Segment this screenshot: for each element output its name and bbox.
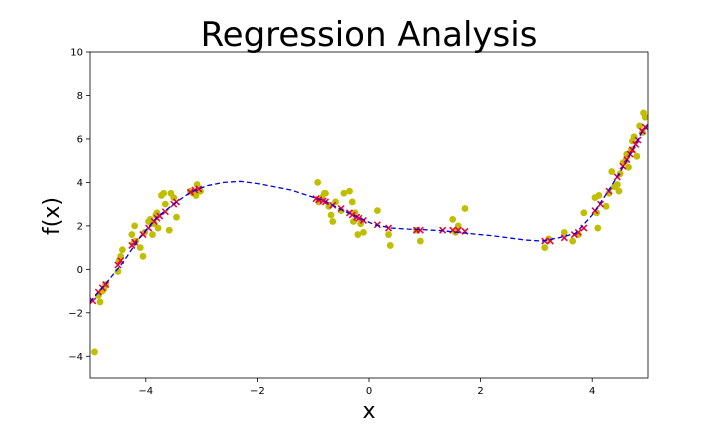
observed-point xyxy=(139,252,147,260)
observed-point xyxy=(154,224,162,232)
predicted-point xyxy=(597,200,605,208)
x-tick-label: −4 xyxy=(138,386,153,397)
predicted-point xyxy=(619,162,627,170)
observed-point xyxy=(146,215,154,223)
observed-point xyxy=(322,189,329,197)
predicted-point xyxy=(641,123,648,131)
chart-title: Regression Analysis xyxy=(201,15,538,55)
predicted-point xyxy=(114,261,122,269)
plot-area xyxy=(90,109,648,356)
predicted-point xyxy=(348,211,356,219)
observed-point xyxy=(461,205,469,212)
x-tick-label: 2 xyxy=(477,386,483,397)
observed-point xyxy=(192,192,200,199)
x-tick-label: −2 xyxy=(250,386,265,397)
predicted-point xyxy=(416,226,424,234)
observed-point xyxy=(165,226,173,234)
observed-point xyxy=(327,211,335,219)
y-tick-label: 4 xyxy=(77,178,83,189)
observed-point xyxy=(449,215,457,223)
axes: −4 −2 0 2 4 −4 −2 0 2 4 6 8 10 xyxy=(68,48,649,397)
observed-point xyxy=(96,298,104,306)
observed-point xyxy=(594,224,602,232)
observed-point xyxy=(602,202,610,210)
y-tick-label: −2 xyxy=(68,308,83,319)
observed-point xyxy=(150,220,158,228)
observed-point xyxy=(346,187,353,195)
observed-point xyxy=(128,231,136,238)
observed-point xyxy=(615,187,623,195)
predicted-point xyxy=(384,224,393,232)
y-axis-label: f(x) xyxy=(40,197,65,235)
y-tick-label: −4 xyxy=(68,352,83,363)
y-tick-label: 6 xyxy=(77,134,83,145)
predicted-point xyxy=(574,228,582,236)
observed-point xyxy=(131,222,139,230)
observed-point xyxy=(136,244,144,252)
fit-line xyxy=(90,125,648,303)
observed-point xyxy=(595,192,603,199)
observed-point xyxy=(625,163,632,171)
observed-point xyxy=(373,207,381,215)
observed-point xyxy=(360,228,367,236)
observed-point xyxy=(149,231,156,238)
observed-point xyxy=(170,194,178,202)
observed-point xyxy=(636,122,644,130)
observed-point xyxy=(385,231,392,238)
observed-point xyxy=(580,209,588,217)
observed-point xyxy=(354,231,362,238)
observed-point xyxy=(173,213,180,221)
y-tick-label: 10 xyxy=(70,48,83,59)
observed-point xyxy=(329,218,337,225)
predicted-point xyxy=(131,238,139,246)
observed-point xyxy=(314,179,322,186)
observed-point xyxy=(541,244,549,252)
plot-frame xyxy=(89,51,649,379)
y-tick-label: 0 xyxy=(77,265,83,276)
x-axis-label: x xyxy=(362,399,375,424)
observed-point xyxy=(569,237,577,245)
observed-point xyxy=(161,200,169,208)
observed-point xyxy=(633,152,641,160)
observed-point xyxy=(118,246,126,254)
observed-point xyxy=(560,228,568,236)
observed-point xyxy=(348,198,356,206)
observed-point xyxy=(386,242,394,249)
observed-point xyxy=(641,113,648,121)
predicted-point xyxy=(90,297,97,305)
observed-point xyxy=(416,237,424,245)
x-tick-label: 0 xyxy=(366,386,372,397)
y-tick-label: 2 xyxy=(77,221,83,232)
observed-point xyxy=(613,181,621,188)
observed-point xyxy=(91,348,98,356)
observed-point xyxy=(340,189,348,197)
observed-point xyxy=(605,189,613,197)
x-tick-label: 4 xyxy=(589,386,595,397)
observed-point xyxy=(608,168,616,175)
observed-point xyxy=(160,189,168,197)
predicted-point xyxy=(195,185,203,193)
y-tick-label: 8 xyxy=(77,91,83,102)
